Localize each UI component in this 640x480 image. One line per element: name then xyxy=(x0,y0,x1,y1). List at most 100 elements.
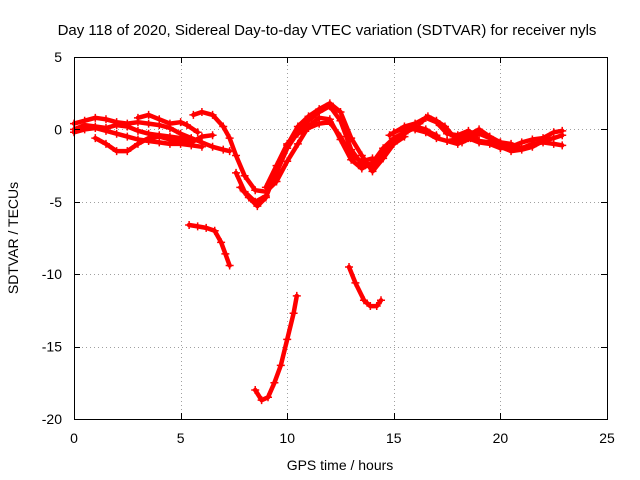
data-point xyxy=(443,136,452,145)
x-axis-label: GPS time / hours xyxy=(287,457,394,473)
data-point xyxy=(251,186,260,195)
data-point xyxy=(182,121,191,130)
data-point xyxy=(155,115,164,124)
data-point xyxy=(144,110,153,119)
data-point xyxy=(144,119,153,128)
x-tick-label: 10 xyxy=(279,430,295,446)
plot-frame xyxy=(74,57,608,420)
data-point xyxy=(411,125,420,134)
y-tick-label: -5 xyxy=(50,194,63,210)
data-point xyxy=(293,139,302,148)
data-point xyxy=(304,123,313,132)
data-point xyxy=(347,134,356,143)
data-point xyxy=(400,132,409,141)
data-point xyxy=(219,122,228,131)
data-point xyxy=(182,135,191,144)
data-point xyxy=(189,110,198,119)
y-tick-label: 0 xyxy=(54,121,62,137)
data-point xyxy=(423,112,432,121)
y-tick-label: -10 xyxy=(42,266,62,282)
data-point xyxy=(475,129,484,138)
data-point xyxy=(208,142,217,151)
data-point xyxy=(91,134,100,143)
chart-title: Day 118 of 2020, Sidereal Day-to-day VTE… xyxy=(58,22,597,39)
data-point xyxy=(292,291,301,300)
data-point xyxy=(244,193,253,202)
data-point xyxy=(123,132,132,141)
data-point xyxy=(193,128,202,137)
x-tick-label: 5 xyxy=(177,430,185,446)
data-point xyxy=(80,121,89,130)
data-point xyxy=(208,131,217,140)
data-point xyxy=(558,126,567,135)
data-point xyxy=(91,122,100,131)
data-point xyxy=(197,108,206,117)
data-point xyxy=(257,396,266,405)
data-point xyxy=(155,131,164,140)
data-point xyxy=(165,132,174,141)
series-arc-15 xyxy=(252,293,300,403)
data-point xyxy=(389,139,398,148)
data-point xyxy=(351,278,360,287)
series-arc-1 xyxy=(71,115,232,154)
data-point xyxy=(345,262,354,271)
data-point xyxy=(221,249,230,258)
data-point xyxy=(377,296,386,305)
data-point xyxy=(123,147,132,156)
data-point xyxy=(315,119,324,128)
data-point xyxy=(507,142,516,151)
data-point xyxy=(232,151,241,160)
data-point xyxy=(101,115,110,124)
data-point xyxy=(325,99,334,108)
data-point xyxy=(496,144,505,153)
data-point xyxy=(464,134,473,143)
data-point xyxy=(368,167,377,176)
data-point xyxy=(315,105,324,114)
data-point xyxy=(176,118,185,127)
x-tick-label: 20 xyxy=(493,430,509,446)
data-point xyxy=(202,223,211,232)
data-point xyxy=(368,154,377,163)
data-point xyxy=(232,168,241,177)
data-point xyxy=(517,138,526,147)
data-point xyxy=(270,378,279,387)
data-point xyxy=(236,183,245,192)
data-point xyxy=(440,122,449,131)
data-point xyxy=(357,157,366,166)
data-point xyxy=(432,116,441,125)
data-point xyxy=(293,129,302,138)
x-tick-label: 15 xyxy=(386,430,402,446)
data-point xyxy=(187,138,196,147)
data-point xyxy=(176,134,185,143)
y-tick-label: -20 xyxy=(42,411,62,427)
data-point xyxy=(336,108,345,117)
data-point xyxy=(133,126,142,135)
data-point xyxy=(421,128,430,137)
data-point xyxy=(475,138,484,147)
axis-ticks: 0 5 10 15 20 25 5 0 -5 -10 -15 -20 xyxy=(42,49,615,446)
data-point xyxy=(101,139,110,148)
data-point xyxy=(165,119,174,128)
data-point xyxy=(112,129,121,138)
data-point xyxy=(304,112,313,121)
y-axis-label: SDTVAR / TECUs xyxy=(5,182,21,294)
data-point xyxy=(293,122,302,131)
data-point xyxy=(549,139,558,148)
data-point xyxy=(208,110,217,119)
data-point xyxy=(219,145,228,154)
grid xyxy=(74,57,607,419)
data-point xyxy=(379,154,388,163)
data-point xyxy=(112,147,121,156)
data-point xyxy=(528,135,537,144)
data-point xyxy=(210,226,219,235)
data-point xyxy=(240,171,249,180)
data-point xyxy=(449,132,458,141)
data-point xyxy=(400,123,409,132)
data-point xyxy=(197,142,206,151)
data-point xyxy=(549,128,558,137)
data-point xyxy=(225,261,234,270)
data-point xyxy=(217,238,226,247)
data-point xyxy=(359,296,368,305)
data-point xyxy=(539,134,548,143)
